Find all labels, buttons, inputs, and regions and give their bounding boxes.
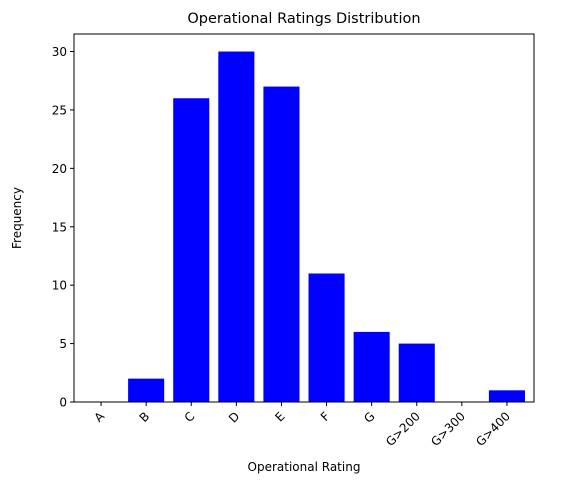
bar-E [263, 86, 300, 403]
x-tick-label: G>300 [428, 409, 468, 449]
bar-G>200 [398, 343, 435, 402]
x-tick-label: G>200 [383, 409, 423, 449]
y-axis-label: Frequency [10, 187, 24, 249]
y-tick-label: 25 [52, 103, 67, 117]
plot-frame [73, 33, 535, 403]
y-axis: 0 5 10 15 20 25 30 [52, 45, 74, 410]
bar-C [173, 98, 210, 402]
x-tick-label: F [318, 409, 333, 424]
bars-group [128, 51, 525, 403]
chart-title: Operational Ratings Distribution [187, 11, 420, 27]
y-tick-label: 5 [59, 337, 67, 351]
x-tick-label: G [361, 409, 377, 425]
y-tick-label: 30 [52, 45, 67, 59]
x-tick-label: C [182, 409, 198, 425]
bar-G>400 [488, 390, 525, 402]
y-tick-label: 10 [52, 279, 67, 293]
x-tick-label: G>400 [473, 409, 513, 449]
y-tick-label: 20 [52, 162, 67, 176]
bar-F [308, 273, 345, 402]
x-axis-label: Operational Rating [248, 460, 361, 474]
x-axis: A B C D E F G G>200 G>300 G>400 [91, 402, 513, 449]
x-tick-label: D [226, 409, 242, 425]
x-tick-label: E [272, 409, 287, 424]
x-tick-label: B [137, 409, 153, 425]
bar-B [128, 378, 165, 402]
y-tick-label: 15 [52, 220, 67, 234]
y-tick-label: 0 [59, 396, 67, 410]
x-tick-label: A [91, 409, 107, 425]
bar-D [218, 51, 255, 403]
bar-G [353, 331, 390, 402]
